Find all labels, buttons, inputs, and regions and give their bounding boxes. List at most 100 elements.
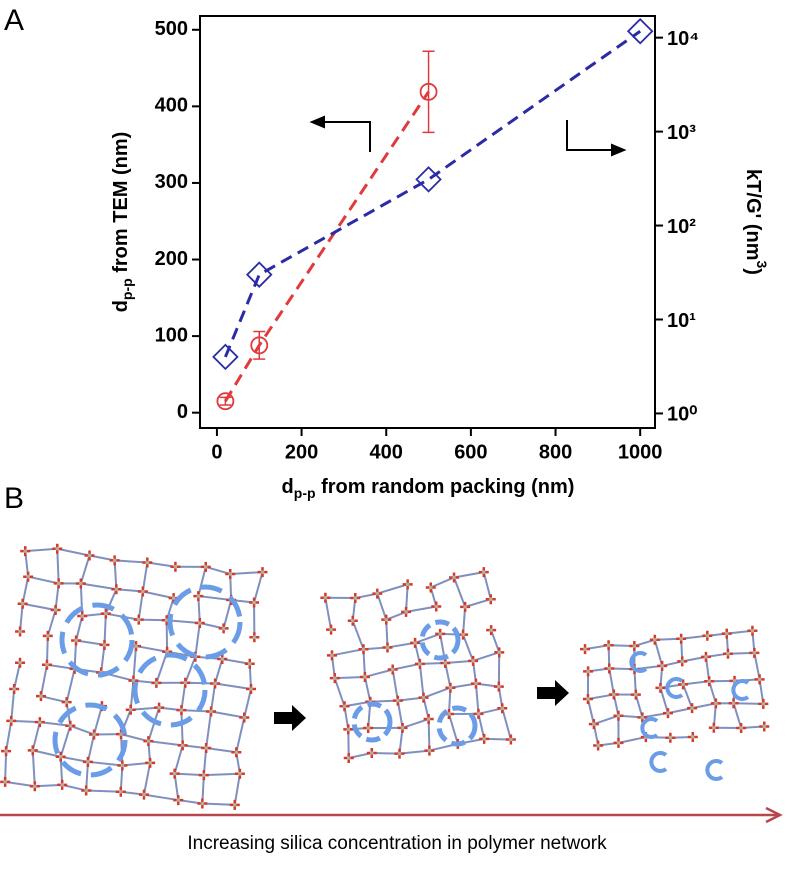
crosslink-node bbox=[690, 706, 694, 710]
crosslink-node bbox=[418, 662, 422, 666]
polymer-strand bbox=[233, 773, 241, 806]
polymer-strand bbox=[351, 620, 365, 650]
crosslink-node bbox=[74, 638, 78, 643]
pore bbox=[52, 702, 128, 778]
pore bbox=[436, 705, 478, 747]
polymer-strand bbox=[732, 702, 743, 729]
crosslink-node bbox=[114, 587, 119, 592]
y-tick-label: 0 bbox=[177, 401, 188, 423]
polymer-strand bbox=[143, 793, 179, 802]
crosslink-node bbox=[45, 634, 50, 638]
crosslink-node bbox=[482, 737, 486, 741]
y-tick-label: 200 bbox=[155, 248, 188, 270]
crosslink-node bbox=[171, 596, 176, 600]
polymer-strand bbox=[206, 747, 237, 754]
crosslink-node bbox=[679, 636, 683, 641]
crosslink-node bbox=[390, 667, 395, 672]
small-pore bbox=[731, 679, 750, 701]
polymer-strand bbox=[4, 751, 8, 782]
polymer-strand bbox=[464, 598, 492, 608]
crosslink-node bbox=[20, 601, 25, 606]
crosslink-node bbox=[18, 629, 22, 634]
y-tick-label: 500 bbox=[155, 18, 188, 40]
crosslink-node bbox=[452, 575, 456, 580]
crosslink-node bbox=[434, 604, 439, 609]
crosslink-node bbox=[176, 798, 181, 802]
crosslink-node bbox=[757, 677, 762, 682]
crosslink-node bbox=[260, 570, 265, 574]
polymer-strand bbox=[490, 629, 501, 653]
crosslink-node bbox=[232, 803, 237, 807]
error-bar bbox=[422, 50, 435, 134]
network-illustration bbox=[0, 543, 770, 810]
y-label-rest: from TEM (nm) bbox=[110, 132, 132, 279]
pore bbox=[351, 701, 393, 743]
crosslink-node bbox=[329, 627, 333, 632]
crosslink-node bbox=[18, 660, 22, 665]
crosslink-node bbox=[92, 732, 96, 737]
crosslink-node bbox=[330, 653, 334, 658]
crosslink-node bbox=[120, 763, 125, 768]
polymer-strand bbox=[180, 710, 184, 746]
polymer-strand bbox=[230, 571, 263, 575]
crosslink-node bbox=[80, 614, 85, 618]
polymer-strand bbox=[173, 745, 184, 774]
crosslink-node bbox=[33, 784, 37, 789]
crosslink-node bbox=[366, 726, 370, 730]
crosslink-node bbox=[141, 589, 145, 594]
crosslink-node bbox=[384, 617, 389, 622]
point bbox=[212, 343, 239, 371]
panel-label: B bbox=[4, 482, 24, 515]
crosslink-node bbox=[58, 754, 63, 759]
crosslink-node bbox=[79, 581, 83, 586]
process-arrows bbox=[0, 680, 783, 824]
crosslink-node bbox=[3, 780, 7, 784]
crosslink-node bbox=[134, 644, 138, 648]
crosslink-node bbox=[9, 719, 14, 723]
crosslink-node bbox=[724, 631, 729, 636]
crosslink-node bbox=[180, 743, 185, 748]
polymer-strand bbox=[402, 718, 429, 729]
point bbox=[216, 392, 235, 411]
crosslink-node bbox=[196, 594, 201, 598]
crosslink-node bbox=[30, 748, 35, 753]
crosslink-node bbox=[739, 726, 743, 730]
crosslink-node bbox=[104, 611, 108, 616]
crosslink-node bbox=[154, 681, 159, 685]
polymer-strand bbox=[202, 802, 235, 806]
polymer-strand bbox=[79, 555, 91, 584]
y-tick-label: 100 bbox=[155, 324, 188, 346]
crosslink-node bbox=[68, 724, 73, 728]
polymer-strand bbox=[682, 684, 694, 709]
crosslink-node bbox=[714, 701, 718, 706]
crosslink-node bbox=[400, 726, 405, 730]
polymer-strand bbox=[376, 593, 388, 621]
step-arrow bbox=[274, 705, 306, 731]
polymer-strand bbox=[46, 609, 57, 637]
crosslink-node bbox=[45, 662, 49, 667]
polymer-strand bbox=[462, 634, 475, 662]
polymer-strand bbox=[39, 721, 71, 727]
axis-arrows bbox=[309, 115, 627, 157]
crosslink-node bbox=[228, 572, 233, 576]
x-tick-label: 800 bbox=[539, 441, 572, 463]
crosslink-node bbox=[369, 751, 374, 755]
polymer-strand bbox=[143, 762, 152, 795]
polymer-strand bbox=[132, 646, 138, 681]
crosslink-node bbox=[426, 717, 431, 721]
crosslink-node bbox=[596, 743, 600, 748]
crosslink-node bbox=[249, 687, 253, 691]
crosslink-node bbox=[55, 546, 60, 551]
x-label-sub: p-p bbox=[294, 485, 316, 501]
crosslink-node bbox=[726, 651, 730, 656]
small-pore bbox=[665, 677, 684, 699]
polymer-strand bbox=[198, 595, 232, 601]
crosslink-node bbox=[346, 756, 351, 760]
crosslink-node bbox=[640, 715, 645, 720]
polymer-strand bbox=[214, 682, 252, 691]
y-label-sub: p-p bbox=[119, 278, 135, 300]
crosslink-node bbox=[404, 610, 408, 614]
crosslink-node bbox=[128, 707, 133, 712]
crosslink-node bbox=[172, 771, 177, 776]
